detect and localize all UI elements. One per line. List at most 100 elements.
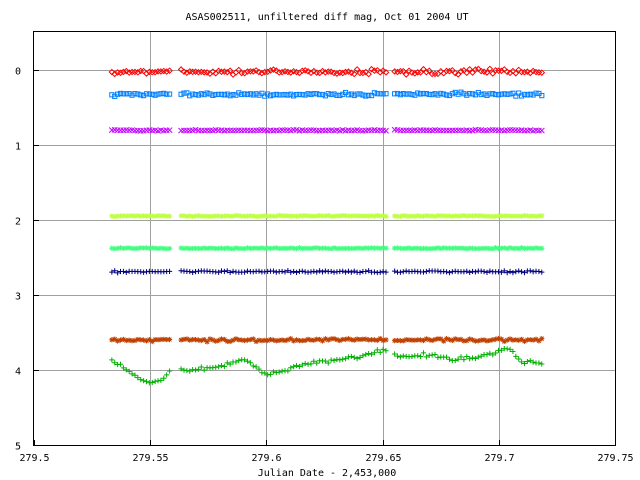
data-point — [334, 213, 340, 219]
data-point — [438, 336, 444, 342]
data-point — [259, 338, 265, 344]
data-point — [218, 91, 225, 97]
data-point — [368, 337, 375, 343]
data-point — [161, 213, 167, 219]
data-point — [317, 212, 323, 219]
data-point — [443, 92, 450, 98]
data-point — [394, 90, 401, 97]
data-point — [435, 92, 441, 98]
data-point — [273, 67, 280, 74]
data-point — [443, 336, 450, 342]
data-point — [258, 69, 266, 77]
data-point — [516, 90, 522, 96]
data-point — [513, 269, 519, 275]
data-point — [253, 91, 259, 97]
data-point — [262, 370, 268, 376]
data-point — [190, 245, 196, 251]
data-point — [265, 245, 271, 251]
data-point — [187, 368, 193, 374]
data-point — [270, 268, 277, 274]
data-point — [143, 245, 150, 251]
data-point — [360, 245, 366, 252]
data-point — [521, 212, 528, 219]
data-point — [140, 213, 147, 219]
data-point — [354, 356, 360, 362]
data-point — [181, 90, 187, 96]
data-point — [380, 91, 386, 97]
data-point — [418, 246, 424, 252]
data-point — [278, 68, 286, 76]
data-point — [319, 91, 326, 98]
data-point — [115, 91, 121, 97]
data-point — [285, 213, 291, 219]
data-point — [134, 69, 142, 76]
data-point — [409, 91, 415, 98]
data-point — [374, 347, 380, 353]
data-point — [530, 245, 536, 252]
data-point — [122, 67, 130, 75]
data-point — [247, 337, 253, 343]
data-point — [311, 213, 317, 219]
data-point — [288, 269, 294, 275]
data-point — [233, 359, 239, 365]
data-point — [510, 213, 516, 219]
data-point — [417, 69, 424, 76]
data-point — [426, 213, 432, 219]
data-point — [475, 213, 481, 219]
data-point — [239, 245, 245, 252]
data-point — [397, 213, 404, 219]
data-point — [308, 361, 314, 367]
data-point — [420, 213, 427, 219]
data-point — [518, 269, 525, 275]
data-point — [310, 67, 318, 75]
data-point — [230, 246, 236, 252]
data-point — [247, 360, 253, 366]
data-point — [374, 212, 380, 219]
data-point — [406, 213, 412, 219]
series-3 — [109, 212, 545, 220]
data-point — [293, 362, 300, 369]
data-point — [507, 346, 513, 352]
data-point — [109, 245, 115, 251]
data-point — [449, 213, 455, 219]
data-point — [394, 213, 401, 219]
data-point — [371, 337, 378, 343]
data-point — [484, 269, 490, 275]
data-point — [123, 245, 129, 251]
data-point — [244, 245, 251, 251]
data-point — [265, 213, 271, 219]
data-point — [227, 269, 233, 276]
data-point — [507, 245, 513, 251]
data-point — [317, 91, 323, 98]
data-point — [493, 213, 499, 219]
data-point — [415, 353, 421, 359]
data-point — [406, 91, 412, 97]
data-point — [322, 245, 328, 251]
data-point — [218, 336, 225, 342]
data-point — [299, 338, 305, 344]
data-point — [299, 92, 305, 98]
data-point — [371, 350, 378, 356]
data-point — [322, 358, 328, 364]
data-point — [536, 338, 542, 344]
data-point — [288, 245, 294, 251]
data-point — [383, 91, 389, 97]
data-point — [345, 245, 352, 251]
data-point — [201, 91, 207, 98]
data-point — [380, 337, 386, 344]
data-point — [350, 70, 358, 78]
data-point — [469, 245, 476, 251]
data-point — [409, 213, 415, 219]
data-point — [230, 91, 236, 98]
data-point — [432, 336, 438, 343]
data-point — [490, 246, 496, 252]
data-point — [265, 372, 271, 378]
data-point — [429, 213, 435, 219]
data-point — [109, 337, 115, 343]
data-point — [438, 90, 444, 97]
data-point — [184, 213, 190, 219]
data-point — [319, 269, 326, 275]
data-point — [446, 337, 453, 343]
data-point — [455, 337, 461, 343]
data-point — [383, 269, 389, 275]
